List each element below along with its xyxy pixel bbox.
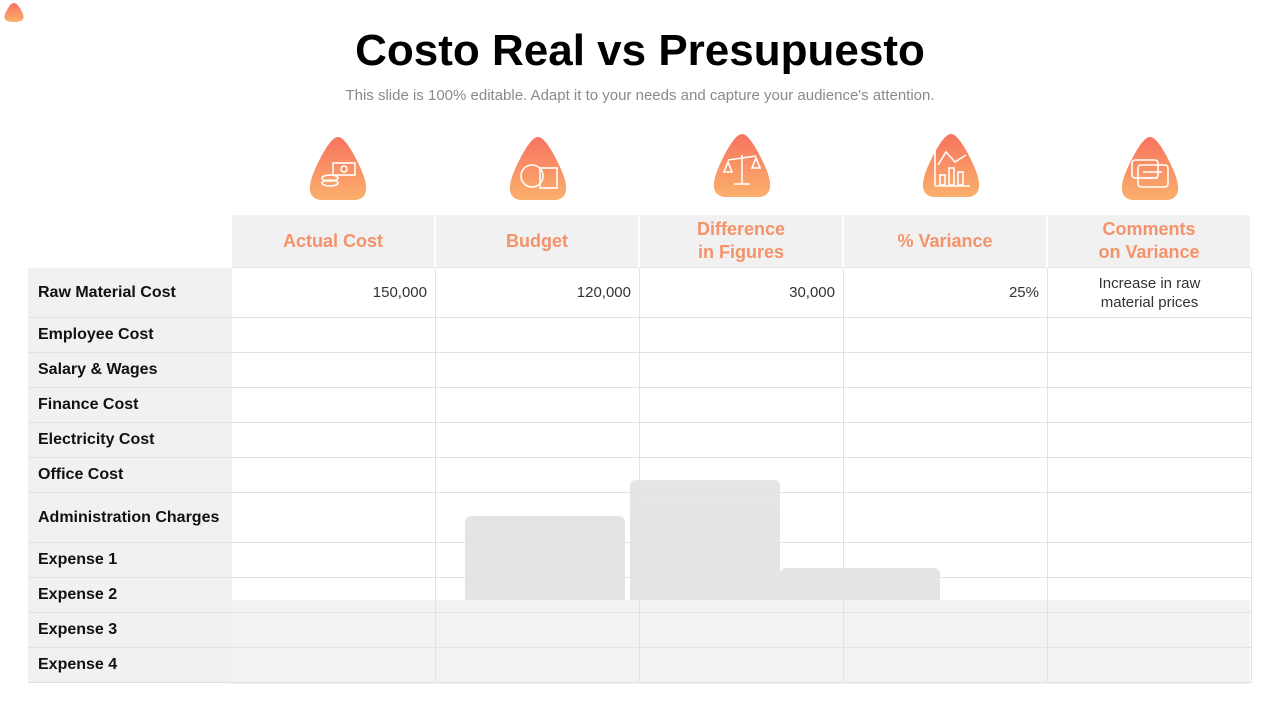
empty-cell xyxy=(1048,388,1252,423)
column-icons xyxy=(309,134,1179,200)
row-label: Administration Charges xyxy=(28,493,232,543)
empty-cell xyxy=(436,388,640,423)
empty-cell xyxy=(640,353,844,388)
table-cell: 30,000 xyxy=(640,268,844,318)
empty-cell xyxy=(1048,493,1252,543)
row-label: Employee Cost xyxy=(28,318,232,353)
row-label: Salary & Wages xyxy=(28,353,232,388)
empty-cell xyxy=(640,458,844,493)
empty-cell xyxy=(1048,318,1252,353)
empty-cell xyxy=(844,543,1048,578)
empty-cell xyxy=(1048,648,1252,683)
row-label: Expense 2 xyxy=(28,578,232,613)
empty-cell xyxy=(1048,613,1252,648)
table-cell: Increase in raw material prices xyxy=(1048,268,1252,318)
empty-cell xyxy=(640,543,844,578)
empty-cell xyxy=(844,423,1048,458)
empty-cell xyxy=(640,388,844,423)
empty-cell xyxy=(436,423,640,458)
coins-background xyxy=(230,480,1250,684)
empty-cell xyxy=(436,493,640,543)
empty-cell xyxy=(640,318,844,353)
empty-cell xyxy=(844,318,1048,353)
empty-cell xyxy=(232,493,436,543)
empty-cell xyxy=(232,318,436,353)
column-header: Actual Cost xyxy=(232,215,436,268)
column-header: % Variance xyxy=(844,215,1048,268)
row-label: Expense 3 xyxy=(28,613,232,648)
table-cell: 120,000 xyxy=(436,268,640,318)
empty-cell xyxy=(844,648,1048,683)
empty-cell xyxy=(232,648,436,683)
empty-cell xyxy=(436,578,640,613)
column-header: Comments on Variance xyxy=(1048,215,1252,268)
empty-cell xyxy=(1048,543,1252,578)
empty-cell xyxy=(436,318,640,353)
empty-cell xyxy=(640,648,844,683)
empty-cell xyxy=(640,578,844,613)
row-label: Electricity Cost xyxy=(28,423,232,458)
empty-cell xyxy=(232,458,436,493)
empty-cell xyxy=(844,493,1048,543)
empty-cell xyxy=(436,543,640,578)
empty-cell xyxy=(640,493,844,543)
empty-cell xyxy=(232,613,436,648)
row-label: Finance Cost xyxy=(28,388,232,423)
empty-cell xyxy=(1048,423,1252,458)
empty-cell xyxy=(436,458,640,493)
empty-cell xyxy=(232,543,436,578)
row-label: Office Cost xyxy=(28,458,232,493)
empty-cell xyxy=(232,388,436,423)
column-header: Budget xyxy=(436,215,640,268)
row-label: Expense 1 xyxy=(28,543,232,578)
table-cell: 150,000 xyxy=(232,268,436,318)
subtitle: This slide is 100% editable. Adapt it to… xyxy=(345,87,935,104)
empty-cell xyxy=(640,613,844,648)
empty-cell xyxy=(232,578,436,613)
empty-cell xyxy=(844,458,1048,493)
empty-cell xyxy=(436,613,640,648)
empty-cell xyxy=(232,423,436,458)
empty-cell xyxy=(844,613,1048,648)
row-label: Raw Material Cost xyxy=(28,268,232,318)
corner-icon xyxy=(4,3,24,22)
column-header: Difference in Figures xyxy=(640,215,844,268)
empty-cell xyxy=(640,423,844,458)
empty-cell xyxy=(1048,458,1252,493)
empty-cell xyxy=(436,648,640,683)
table-cell: 25% xyxy=(844,268,1048,318)
empty-cell xyxy=(844,578,1048,613)
empty-cell xyxy=(436,353,640,388)
empty-cell xyxy=(1048,578,1252,613)
empty-cell xyxy=(844,353,1048,388)
empty-cell xyxy=(844,388,1048,423)
row-label: Expense 4 xyxy=(28,648,232,683)
empty-cell xyxy=(1048,353,1252,388)
empty-cell xyxy=(232,353,436,388)
title: Costo Real vs Presupuesto xyxy=(355,26,925,75)
